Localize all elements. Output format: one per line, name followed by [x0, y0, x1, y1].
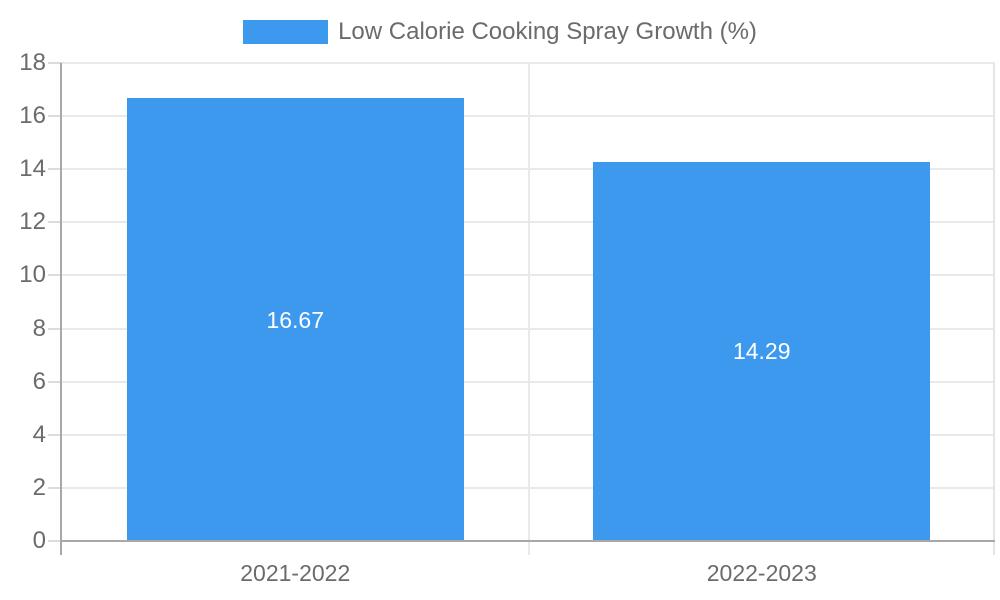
legend-label: Low Calorie Cooking Spray Growth (%) — [338, 18, 757, 45]
y-axis-line — [60, 63, 62, 555]
x-axis-label: 2022-2023 — [706, 560, 817, 586]
y-axis-label: 8 — [32, 314, 46, 342]
y-axis-tick — [48, 221, 62, 224]
y-axis-label: 12 — [19, 208, 46, 236]
y-axis-tick — [48, 486, 62, 489]
y-axis-tick — [48, 62, 62, 64]
y-axis-label: 18 — [19, 49, 46, 76]
legend-item[interactable]: Low Calorie Cooking Spray Growth (%) — [0, 18, 1000, 46]
y-axis-label: 0 — [32, 527, 46, 554]
plot-area: 0 2 4 6 8 10 12 14 16 18 16.67 2021-2022 14.29 2022-2… — [19, 49, 995, 586]
y-axis-tick — [48, 327, 62, 330]
plot-right-border — [993, 63, 995, 555]
y-axis-tick — [48, 540, 62, 542]
x-gridline — [527, 63, 530, 555]
x-axis-line — [60, 540, 995, 542]
y-axis-label: 2 — [32, 473, 46, 501]
legend-swatch-icon — [243, 20, 329, 44]
x-axis-label: 2021-2022 — [240, 560, 351, 586]
y-axis-label: 4 — [32, 420, 46, 448]
y-axis-label: 6 — [32, 367, 46, 395]
y-axis-label: 10 — [19, 261, 46, 289]
y-axis-tick — [48, 380, 62, 383]
y-axis-tick — [48, 433, 62, 436]
y-axis-tick — [48, 168, 62, 171]
y-axis-tick — [48, 115, 62, 118]
y-axis-label: 14 — [19, 155, 46, 183]
y-axis-tick — [48, 274, 62, 277]
bar[interactable] — [126, 98, 464, 541]
y-axis-label: 16 — [19, 102, 46, 130]
bar[interactable] — [593, 161, 931, 541]
